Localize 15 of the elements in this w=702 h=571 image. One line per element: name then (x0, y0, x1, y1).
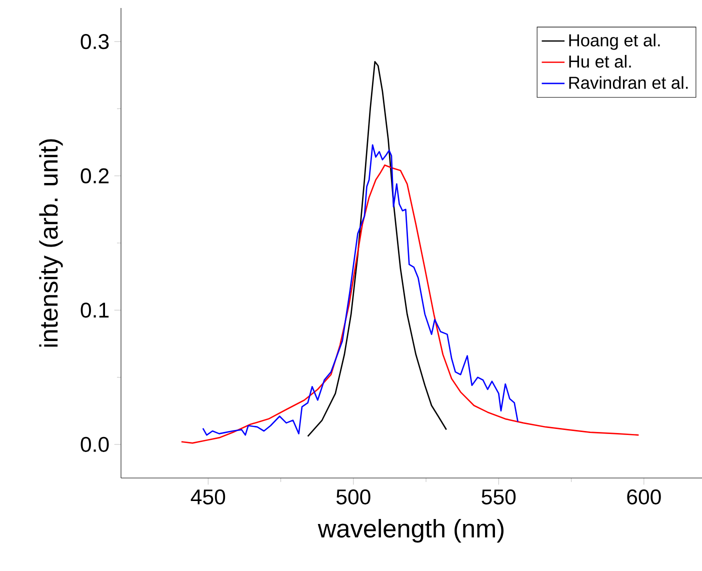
y-tick-label: 0.0 (80, 436, 109, 452)
x-tick-label: 550 (482, 489, 516, 504)
line-series (307, 61, 448, 438)
x-tick-label: 600 (627, 489, 661, 504)
y-axis-title: intensity (arb. unit) (39, 139, 63, 347)
y-tick-label: 0.1 (80, 302, 109, 318)
legend-label: Ravindran et al. (569, 76, 688, 89)
y-tick-label: 0.3 (80, 34, 109, 50)
legend-label: Hoang et al. (569, 34, 660, 50)
x-axis-title: wavelength (nm) (318, 518, 504, 543)
x-tick-label: 450 (190, 489, 226, 504)
line-series (202, 144, 518, 436)
legend-label: Hu et al. (569, 54, 631, 68)
x-tick-label: 500 (336, 489, 370, 504)
y-tick-label: 0.2 (80, 168, 109, 184)
